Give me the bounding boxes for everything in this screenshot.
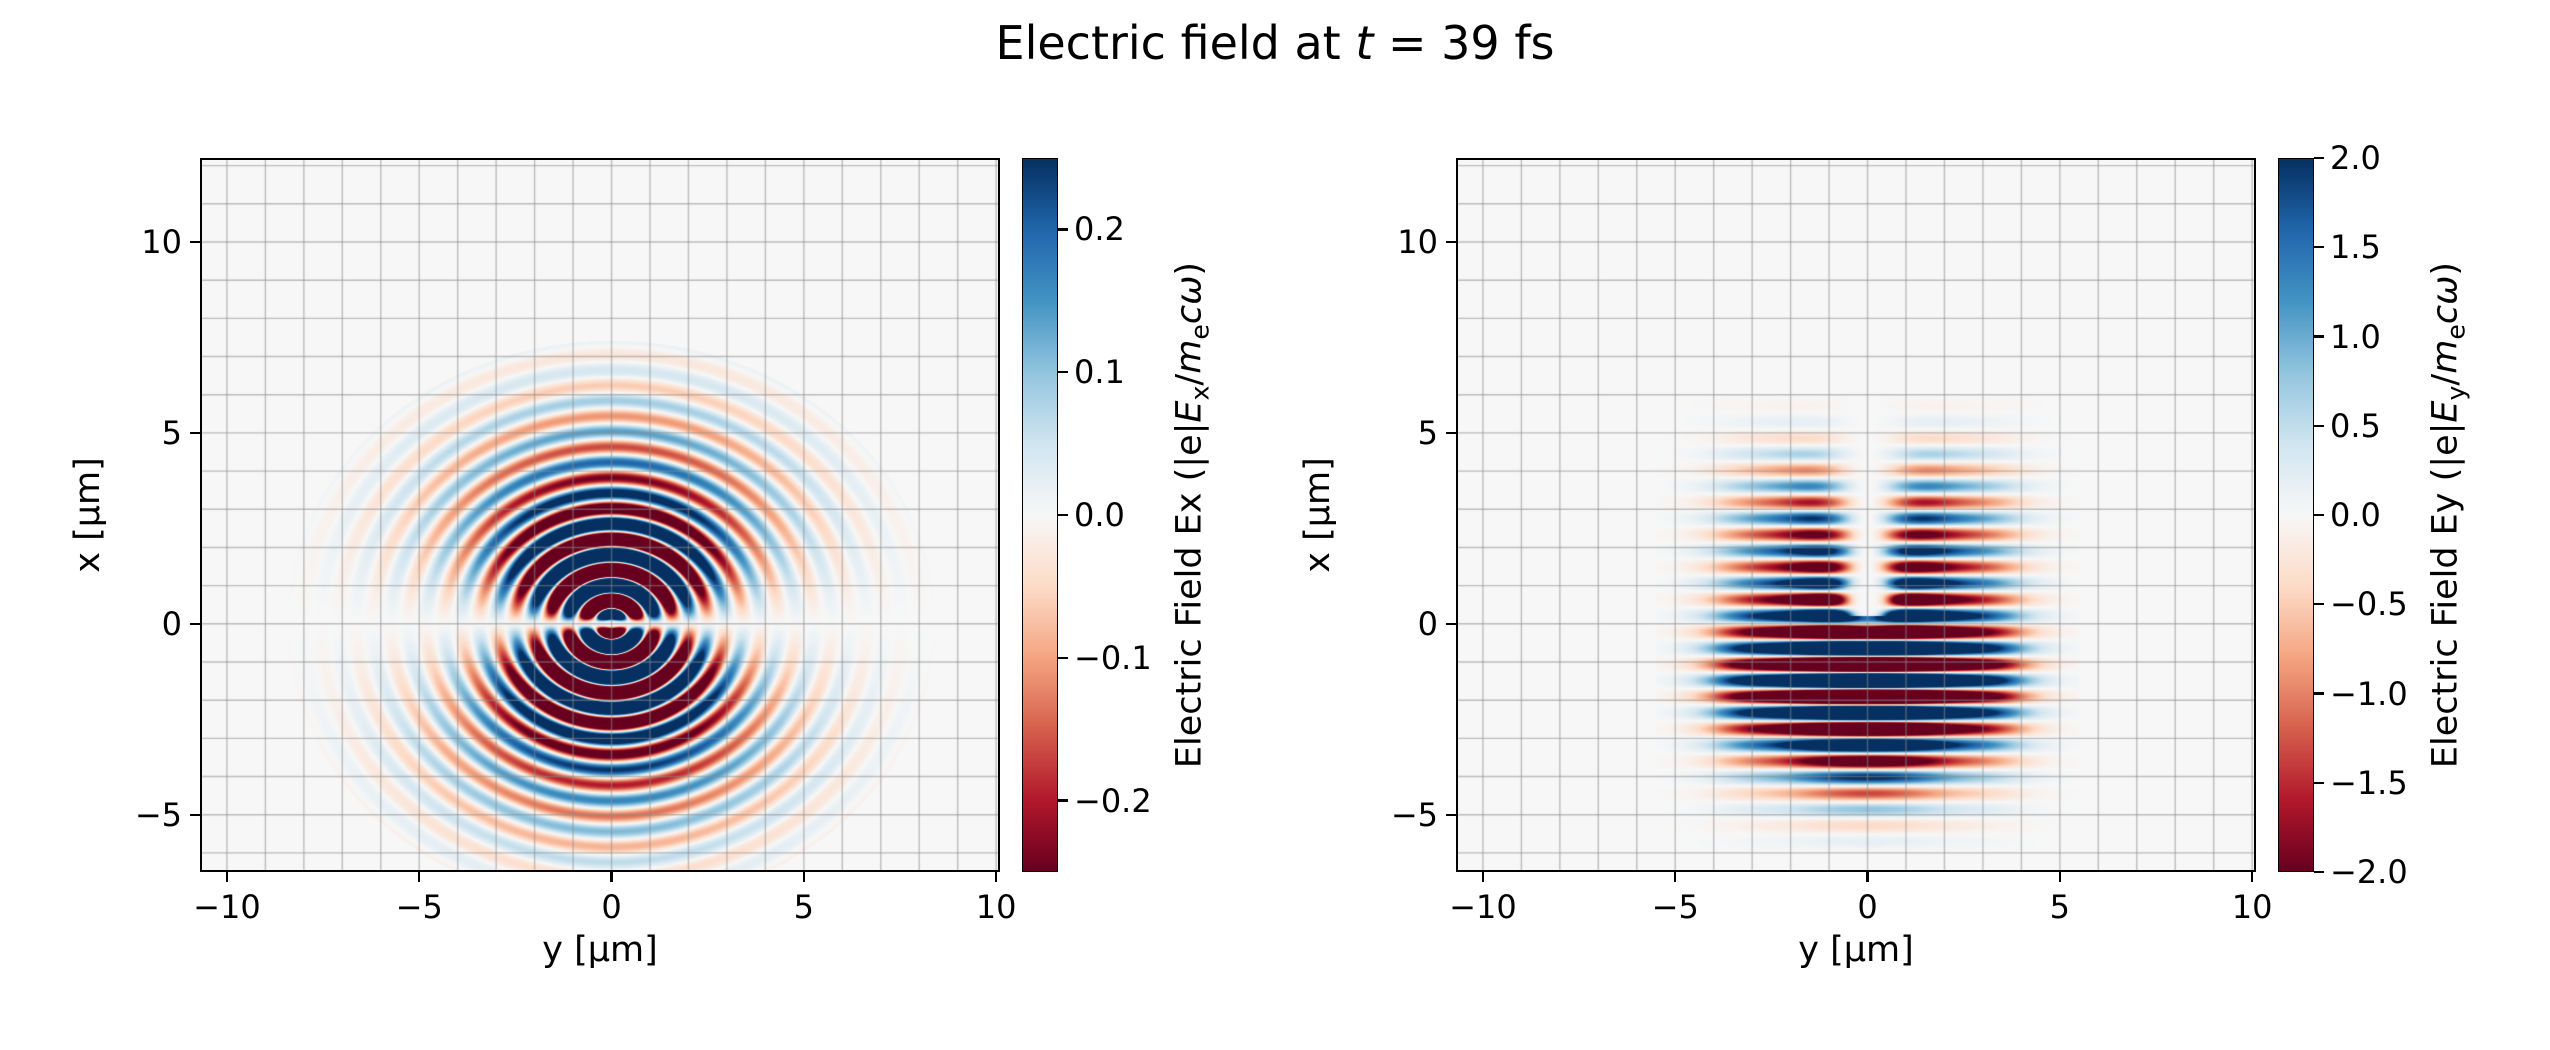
y-tick-label: 10 [141, 223, 182, 261]
colorbar-tick-mark [1058, 656, 1068, 659]
colorbar-tick-label: 1.0 [2330, 317, 2381, 356]
colorbar-tick-mark [2314, 156, 2324, 160]
y-tick-label: 0 [161, 604, 182, 643]
y-tick-label: −5 [1390, 795, 1438, 834]
colorbar-tick-label: −0.2 [1074, 781, 1152, 820]
x-tick-mark [994, 872, 998, 882]
y-tick-label: 0 [1417, 604, 1438, 643]
colorbar-tick-label: −1.0 [2330, 674, 2408, 713]
colorbar-tick-label: −0.5 [2330, 585, 2408, 624]
y-tick-label: 5 [1417, 413, 1438, 452]
colorbar-tick-label: −2.0 [2330, 853, 2408, 891]
ex-colorbar-label: Electric Field Ex (|e|Ex/mecω) [1169, 261, 1215, 769]
y-tick-label: −5 [134, 795, 182, 834]
x-tick-label: −10 [193, 888, 261, 926]
x-tick-label: 0 [1857, 888, 1878, 926]
colorbar-tick-mark [1058, 513, 1068, 517]
colorbar-tick-mark [2314, 603, 2324, 606]
x-tick-mark [1674, 872, 1677, 882]
x-tick-label: −5 [1651, 888, 1699, 926]
ey-colorbar-label: Electric Field Ey (|e|Ey/mecω) [2425, 261, 2471, 769]
y-tick-mark [1446, 240, 1456, 244]
ex-colorbar-canvas [1022, 158, 1058, 872]
x-tick-mark [2058, 872, 2062, 882]
colorbar-tick-mark [2314, 513, 2324, 517]
y-axis-label: x [μm] [1298, 457, 1338, 573]
x-tick-mark [802, 872, 806, 882]
x-tick-mark [1866, 872, 1869, 882]
colorbar-tick-label: 0.5 [2330, 406, 2381, 445]
x-axis-label: y [μm] [1798, 930, 1914, 970]
ey-colorbar-canvas [2278, 158, 2314, 872]
x-tick-mark [225, 872, 229, 882]
x-tick-label: 10 [975, 888, 1017, 926]
y-tick-mark [1446, 622, 1456, 625]
figure-title: Electric field at t = 39 fs [995, 16, 1555, 70]
y-tick-mark [190, 431, 200, 435]
colorbar-tick-mark [2314, 424, 2324, 427]
colorbar-tick-label: 0.0 [1074, 496, 1125, 534]
colorbar-tick-mark [1058, 228, 1068, 231]
colorbar-tick-mark [1058, 799, 1068, 802]
colorbar-tick-label: 0.2 [1074, 210, 1125, 249]
y-tick-mark [190, 240, 200, 244]
colorbar-tick-label: −0.1 [1074, 638, 1152, 677]
ex-heatmap-canvas [200, 158, 1000, 872]
colorbar-tick-mark [2314, 692, 2324, 695]
colorbar-tick-mark [2314, 870, 2324, 874]
x-tick-label: 10 [2231, 888, 2273, 926]
colorbar-tick-label: 0.1 [1074, 353, 1125, 392]
colorbar-tick-label: 2.0 [2330, 139, 2381, 177]
x-tick-label: −10 [1449, 888, 1517, 926]
colorbar-tick-label: 1.5 [2330, 228, 2381, 267]
colorbar-tick-label: 0.0 [2330, 496, 2381, 534]
y-axis-label: x [μm] [68, 457, 108, 573]
colorbar-tick-mark [2314, 335, 2324, 338]
y-tick-label: 5 [161, 413, 182, 452]
colorbar-tick-mark [2314, 781, 2324, 784]
x-tick-mark [2250, 872, 2254, 882]
x-tick-mark [610, 872, 613, 882]
y-tick-mark [1446, 431, 1456, 435]
y-tick-mark [1446, 813, 1456, 816]
colorbar-tick-mark [1058, 371, 1068, 374]
x-tick-label: −5 [395, 888, 443, 926]
x-tick-mark [1481, 872, 1485, 882]
x-tick-label: 0 [601, 888, 622, 926]
x-tick-mark [418, 872, 421, 882]
x-tick-label: 5 [2049, 888, 2071, 926]
y-tick-mark [190, 622, 200, 625]
colorbar-tick-mark [2314, 246, 2324, 249]
ey-heatmap-canvas [1456, 158, 2256, 872]
y-tick-mark [190, 813, 200, 816]
x-axis-label: y [μm] [542, 930, 658, 970]
x-tick-label: 5 [793, 888, 815, 926]
colorbar-tick-label: −1.5 [2330, 763, 2408, 802]
y-tick-label: 10 [1397, 223, 1438, 261]
